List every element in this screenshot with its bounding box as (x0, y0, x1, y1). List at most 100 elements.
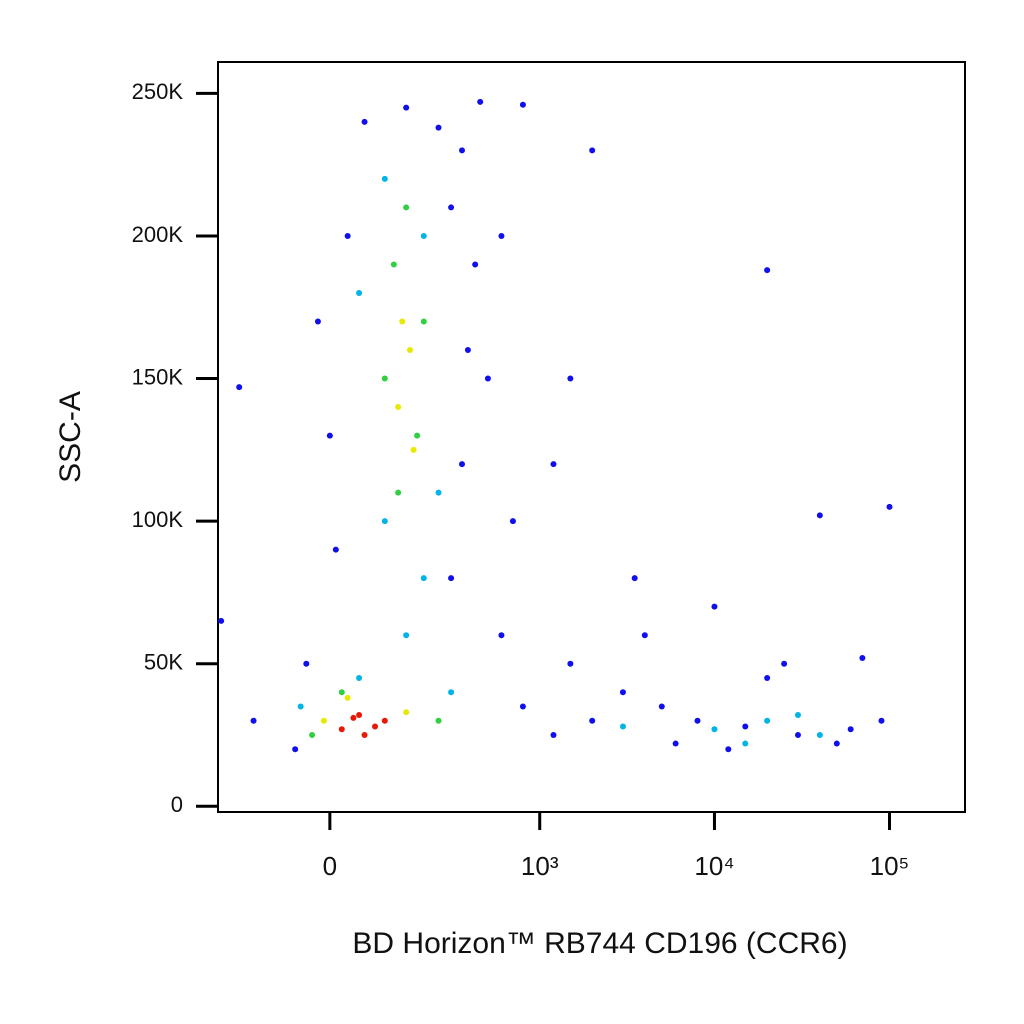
event-dot (236, 384, 243, 391)
event-dot (356, 289, 363, 296)
event-dot (403, 204, 410, 211)
event-dot (619, 689, 626, 696)
event-dot (420, 318, 427, 325)
event-dot (218, 617, 225, 624)
event-dot (694, 717, 701, 724)
event-dot (859, 655, 866, 662)
event-dot (390, 261, 397, 268)
event-dot (711, 726, 718, 733)
event-dot (395, 489, 402, 496)
event-dot (764, 717, 771, 724)
event-dot (589, 147, 596, 154)
event-dot (477, 98, 484, 105)
event-dot (458, 461, 465, 468)
event-dot (878, 717, 885, 724)
event-dot (250, 717, 257, 724)
event-dot (567, 660, 574, 667)
event-dot (498, 232, 505, 239)
event-dot (484, 375, 491, 382)
x-tick-label: 0 (323, 851, 337, 881)
event-dot (420, 575, 427, 582)
event-dot (833, 740, 840, 747)
event-dot (742, 723, 749, 730)
y-tick-label: 200K (132, 222, 184, 247)
event-dot (420, 232, 427, 239)
event-dot (314, 318, 321, 325)
event-dot (742, 740, 749, 747)
event-dot (472, 261, 479, 268)
event-dot (309, 732, 316, 739)
event-dot (464, 347, 471, 354)
event-dot (410, 446, 417, 453)
y-tick-label: 150K (132, 364, 184, 389)
x-tick-label: 10⁵ (870, 851, 910, 881)
event-dot (816, 512, 823, 519)
event-dot (816, 732, 823, 739)
event-dot (372, 723, 379, 730)
event-dot (847, 726, 854, 733)
event-dot (297, 703, 304, 710)
event-dot (435, 489, 442, 496)
event-dot (414, 432, 421, 439)
event-dot (292, 746, 299, 753)
event-dot (435, 124, 442, 131)
event-dot (332, 546, 339, 553)
event-dot (567, 375, 574, 382)
event-dot (711, 603, 718, 610)
event-dot (361, 732, 368, 739)
x-tick-label: 10⁴ (694, 851, 734, 881)
event-dot (303, 660, 310, 667)
event-dot (338, 689, 345, 696)
y-tick-label: 100K (132, 507, 184, 532)
event-dot (381, 717, 388, 724)
event-dot (435, 717, 442, 724)
event-dot (395, 404, 402, 411)
event-dot (519, 703, 526, 710)
event-dot (338, 726, 345, 733)
event-dot (509, 518, 516, 525)
event-dot (631, 575, 638, 582)
event-dot (458, 147, 465, 154)
event-dot (356, 674, 363, 681)
event-dot (344, 694, 351, 701)
event-dot (589, 717, 596, 724)
event-dot (550, 461, 557, 468)
event-dot (350, 714, 357, 721)
event-dot (320, 717, 327, 724)
event-dot (448, 575, 455, 582)
event-dot (448, 689, 455, 696)
event-dot (725, 746, 732, 753)
y-tick-label: 250K (132, 79, 184, 104)
event-dot (403, 709, 410, 716)
event-dot (403, 104, 410, 111)
event-dot (356, 712, 363, 719)
event-dot (641, 632, 648, 639)
event-dot (381, 175, 388, 182)
event-dot (764, 267, 771, 274)
event-dot (448, 204, 455, 211)
event-dot (519, 101, 526, 108)
event-dot (764, 674, 771, 681)
event-dot (399, 318, 406, 325)
event-dot (326, 432, 333, 439)
plot-frame (217, 61, 966, 813)
event-dot (344, 232, 351, 239)
event-dot (406, 347, 413, 354)
event-dot (498, 632, 505, 639)
event-dot (658, 703, 665, 710)
event-dot (794, 732, 801, 739)
y-axis-title: SSC-A (54, 391, 87, 483)
event-dot (886, 503, 893, 510)
event-dot (781, 660, 788, 667)
event-dot (672, 740, 679, 747)
event-dot (403, 632, 410, 639)
event-dot (794, 712, 801, 719)
y-tick-label: 0 (171, 792, 183, 817)
y-tick-label: 50K (144, 650, 183, 675)
x-tick-label: 10³ (521, 851, 559, 881)
event-dot (550, 732, 557, 739)
event-dot (381, 375, 388, 382)
event-dot (619, 723, 626, 730)
